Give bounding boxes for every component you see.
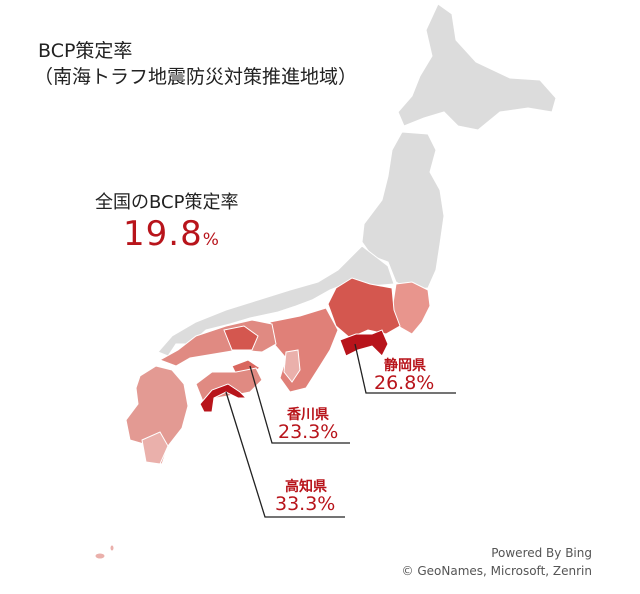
national-rate-label: 全国のBCP策定率 [95, 192, 239, 213]
prefecture-kochi [199, 383, 248, 413]
leader-line-kochi [225, 391, 345, 518]
callout-kagawa-name: 香川県 [287, 407, 329, 423]
national-rate-unit: % [202, 230, 220, 250]
national-rate-value: 19.8% [123, 214, 220, 254]
callout-shizuoka-name: 静岡県 [384, 358, 426, 374]
okinawa [94, 552, 106, 560]
leader-line-shizuoka [354, 343, 456, 394]
map-subtitle: （南海トラフ地震防災対策推進地域） [34, 66, 358, 88]
prefecture-shizuoka [339, 329, 389, 357]
region-kyushu-south [141, 431, 169, 465]
callout-kagawa-rate: 23.3% [278, 421, 339, 443]
region-chubu [327, 277, 401, 339]
national-rate-number: 19.8 [123, 214, 203, 254]
region-hokkaido [397, 3, 557, 131]
region-kyushu [125, 365, 189, 465]
callout-shizuoka-rate: 26.8% [374, 372, 435, 394]
leader-line-kagawa [249, 365, 350, 444]
region-kinki [269, 307, 339, 393]
island-small [109, 544, 115, 552]
map-title: BCP策定率 [38, 40, 133, 62]
callout-kochi-rate: 33.3% [275, 493, 336, 515]
prefecture-okayama [223, 325, 259, 351]
map-copyright: © GeoNames, Microsoft, Zenrin [401, 564, 592, 578]
callout-kochi-name: 高知県 [285, 479, 327, 495]
powered-by-bing: Powered By Bing [491, 546, 592, 560]
prefecture-nara [283, 349, 301, 383]
